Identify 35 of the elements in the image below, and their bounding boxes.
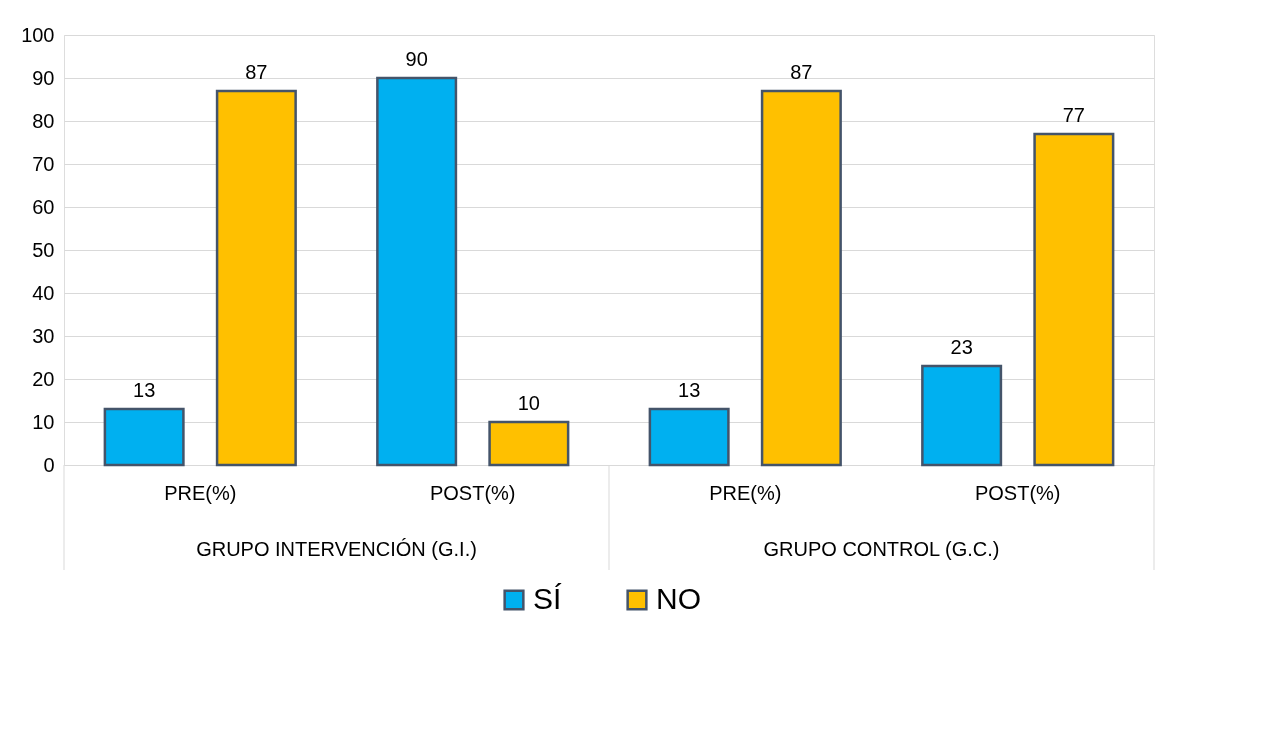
data-label: 13	[133, 379, 156, 402]
y-tick-label: 0	[43, 453, 55, 476]
data-label: 10	[517, 392, 540, 414]
data-label: 90	[405, 48, 428, 70]
data-label: 77	[1062, 103, 1085, 126]
x-tick-label: POST(%)	[974, 481, 1061, 504]
y-tick-label: 20	[32, 367, 55, 390]
y-tick-label: 40	[32, 281, 55, 304]
text: GRUPO CONTROL (G.C.)	[763, 538, 1000, 560]
y-tick-label: 30	[32, 324, 55, 347]
data-label: 23	[950, 336, 973, 359]
legend-label: SÍ	[533, 582, 563, 615]
y-tick-label: 50	[32, 238, 55, 261]
bar	[488, 420, 570, 467]
bar	[921, 364, 1003, 467]
data-label: 87	[790, 60, 813, 83]
legend-label: NO	[656, 582, 701, 615]
bar	[760, 89, 842, 467]
y-tick-label: 10	[32, 410, 55, 433]
x-tick-label: POST(%)	[429, 481, 516, 504]
y-tick-label: 60	[32, 195, 55, 218]
bar	[215, 89, 297, 467]
text: GRUPO INTERVENCIÓN (G.I.)	[196, 538, 477, 560]
x-tick-label: PRE(%)	[164, 481, 237, 504]
bar	[1033, 132, 1115, 467]
bar	[103, 407, 185, 467]
bar	[376, 76, 458, 467]
bar	[648, 407, 730, 467]
x-tick-label: PRE(%)	[709, 481, 782, 504]
data-label: 87	[245, 60, 268, 83]
data-label: 13	[678, 379, 701, 402]
y-tick-label: 90	[32, 66, 55, 89]
y-tick-label: 100	[21, 23, 55, 46]
y-tick-label: 70	[32, 152, 55, 175]
y-tick-label: 80	[32, 109, 55, 132]
